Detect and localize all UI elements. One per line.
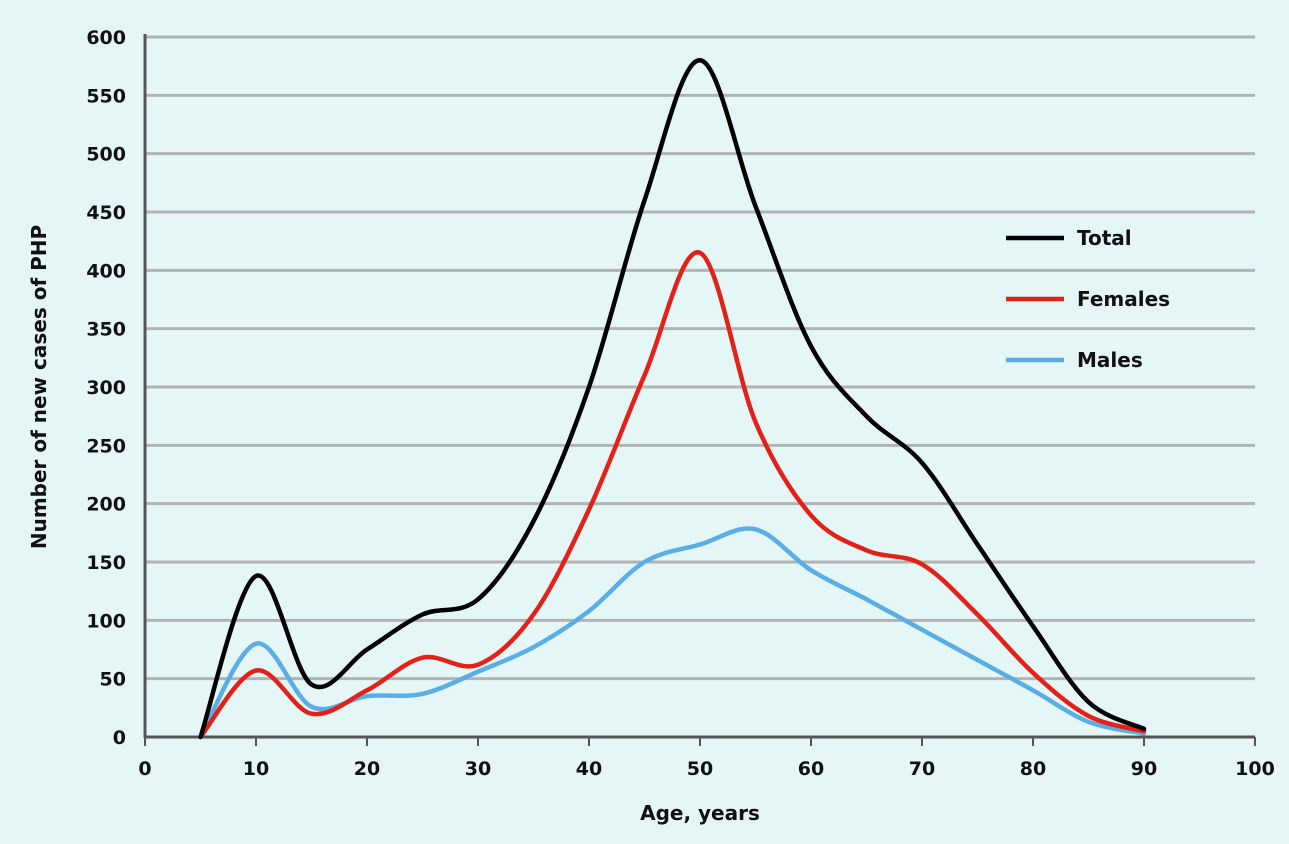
x-tick-label: 80	[1020, 758, 1046, 780]
x-axis-title: Age, years	[640, 801, 760, 825]
legend-label-males: Males	[1077, 348, 1143, 372]
legend-label-females: Females	[1077, 287, 1170, 311]
x-tick-label: 70	[909, 758, 935, 780]
y-tick-label: 250	[86, 435, 126, 457]
x-tick-label: 30	[465, 758, 491, 780]
y-tick-label: 0	[113, 727, 126, 749]
y-axis-title: Number of new cases of PHP	[27, 225, 51, 549]
y-tick-label: 400	[86, 260, 126, 282]
x-tick-label: 40	[576, 758, 602, 780]
series-line-total	[198, 58, 1147, 740]
series-lines	[198, 58, 1147, 740]
y-tick-label: 550	[86, 85, 126, 107]
y-tick-label: 150	[86, 552, 126, 574]
y-tick-label: 200	[86, 494, 126, 516]
x-tick-label: 90	[1131, 758, 1157, 780]
y-tick-label: 450	[86, 202, 126, 224]
legend: Total Females Males	[1006, 226, 1170, 372]
x-tick-label: 20	[354, 758, 380, 780]
y-tick-label: 50	[100, 669, 126, 691]
axes	[143, 34, 1256, 746]
y-tick-label: 600	[86, 27, 126, 49]
legend-label-total: Total	[1077, 226, 1132, 250]
y-tick-label: 300	[86, 377, 126, 399]
x-tick-label: 10	[243, 758, 269, 780]
x-tick-label: 50	[687, 758, 713, 780]
grid-lines	[145, 35, 1255, 681]
y-tick-label: 100	[86, 610, 126, 632]
x-tick-label: 0	[138, 758, 151, 780]
x-tick-label: 100	[1235, 758, 1275, 780]
y-tick-label: 350	[86, 319, 126, 341]
y-tick-label: 500	[86, 144, 126, 166]
y-tick-labels: 0 50 100 150 200 250 300 350 400 450 500 550 600	[86, 27, 126, 749]
x-tick-label: 60	[798, 758, 824, 780]
series-line-males	[198, 526, 1147, 740]
series-line-females	[198, 250, 1147, 740]
x-tick-labels: 0 10 20 30 40 50 60 70 80 90 100	[138, 758, 1274, 780]
